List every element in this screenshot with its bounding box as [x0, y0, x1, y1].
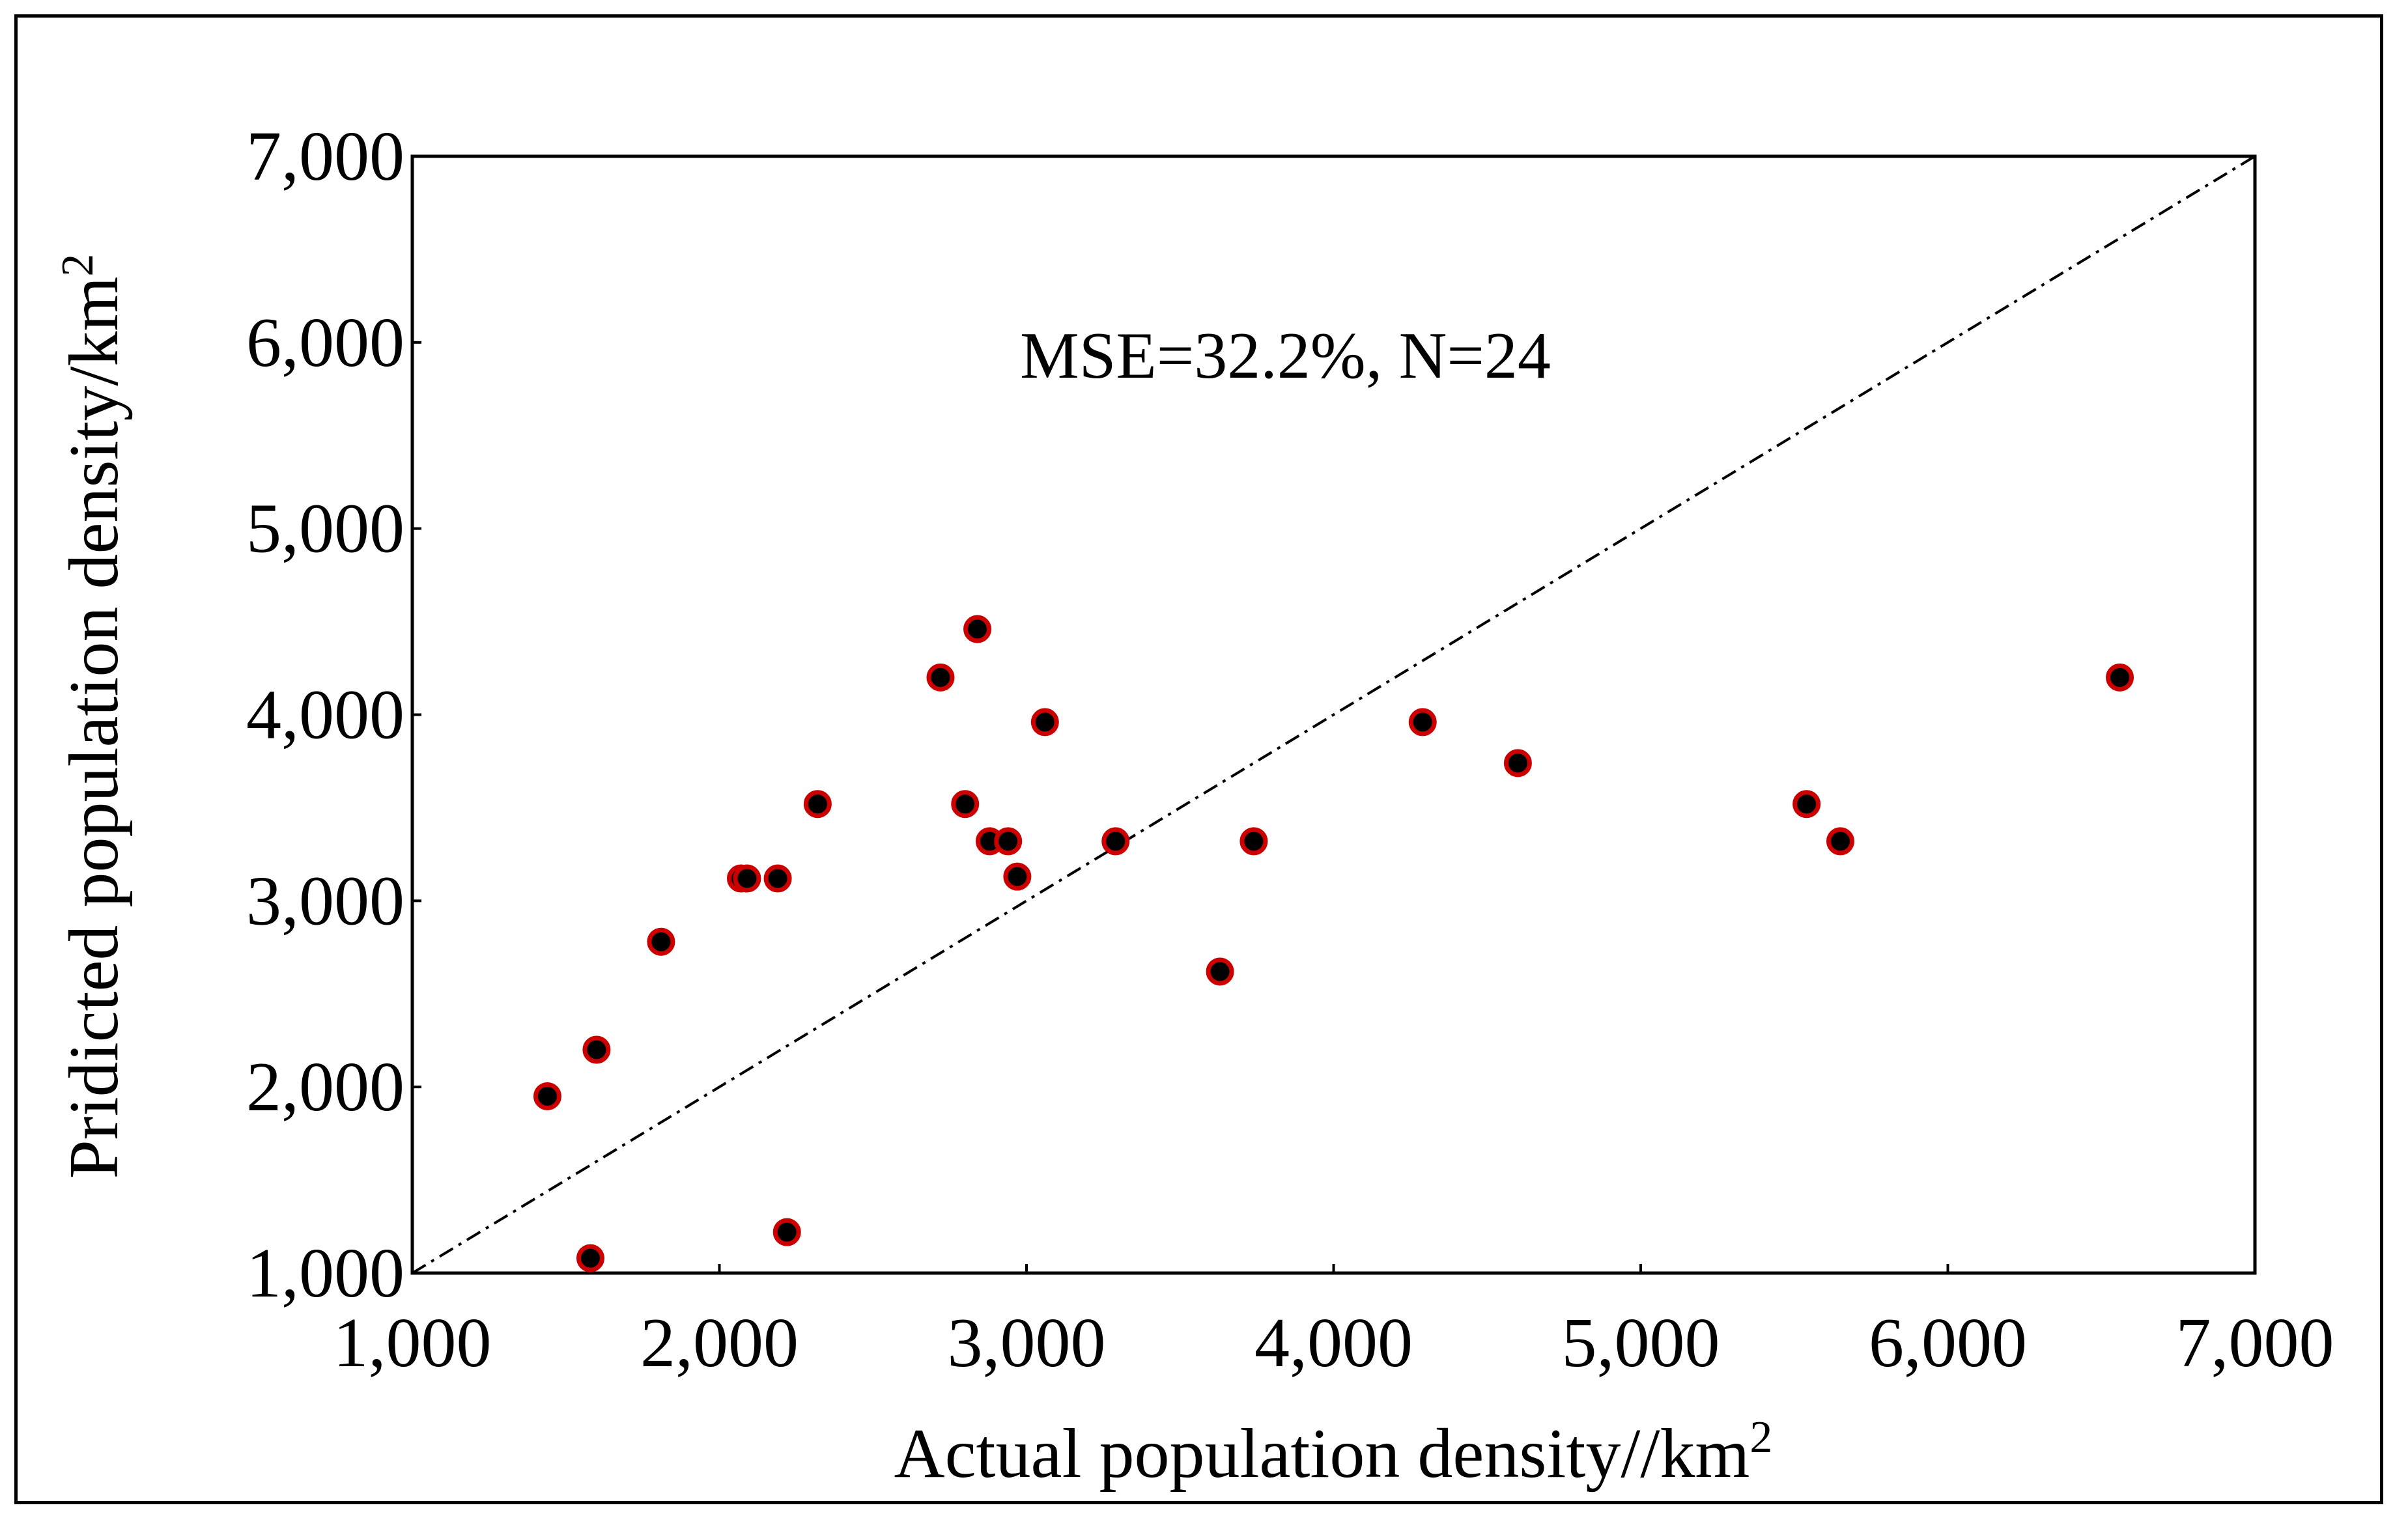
x-tick-label: 5,000 — [1562, 1304, 1720, 1382]
data-point — [772, 1218, 801, 1246]
data-point — [1206, 957, 1234, 986]
data-point — [763, 864, 792, 893]
data-point — [576, 1244, 604, 1272]
data-point — [1792, 790, 1821, 819]
y-tick-label: 3,000 — [246, 862, 404, 940]
y-axis-title-text: Pridicted population density/km — [55, 277, 133, 1179]
y-tick-label: 6,000 — [246, 304, 404, 382]
x-tick-label: 7,000 — [2176, 1304, 2334, 1382]
data-point — [533, 1082, 561, 1110]
x-axis-title-superscript: 2 — [1749, 1412, 1772, 1463]
data-point — [2106, 663, 2134, 692]
y-axis-ticks: 1,000 2,000 3,000 4,000 5,000 6,000 7,000 — [246, 118, 421, 1312]
y-tick-label: 4,000 — [246, 677, 404, 754]
data-point — [926, 663, 955, 692]
y-axis-title-superscript: 2 — [53, 254, 103, 277]
data-point — [647, 927, 675, 956]
y-tick-label: 1,000 — [246, 1235, 404, 1312]
y-axis-title: Pridicted population density/km2 — [53, 254, 133, 1179]
data-points — [533, 615, 2134, 1272]
y-tick-label: 5,000 — [246, 490, 404, 568]
x-tick-label: 6,000 — [1869, 1304, 2027, 1382]
data-point — [1003, 862, 1032, 891]
data-point — [1101, 827, 1130, 856]
data-point — [963, 615, 992, 643]
data-point — [1826, 827, 1854, 856]
x-tick-label: 3,000 — [948, 1304, 1106, 1382]
x-axis-ticks: 1,000 2,000 3,000 4,000 5,000 6,000 7,000 — [333, 1264, 2334, 1382]
x-axis-title-text: Actual population density//km — [894, 1415, 1750, 1493]
x-axis-title: Actual population density//km2 — [894, 1412, 1773, 1493]
x-tick-label: 2,000 — [640, 1304, 799, 1382]
data-point — [582, 1035, 611, 1064]
identity-reference-line — [411, 155, 2256, 1274]
x-tick-label: 1,000 — [333, 1304, 492, 1382]
data-point — [994, 827, 1023, 856]
x-tick-label: 4,000 — [1254, 1304, 1413, 1382]
data-point — [1503, 749, 1532, 778]
data-point — [803, 790, 832, 819]
data-point — [1030, 708, 1059, 736]
mse-annotation: MSE=32.2%, N=24 — [1020, 319, 1551, 393]
data-point — [951, 790, 980, 819]
data-point — [1239, 827, 1268, 856]
figure-frame — [14, 14, 2383, 1504]
y-tick-label: 7,000 — [246, 118, 404, 195]
data-point — [1408, 708, 1437, 736]
y-tick-label: 2,000 — [246, 1048, 404, 1126]
data-point — [733, 864, 761, 893]
